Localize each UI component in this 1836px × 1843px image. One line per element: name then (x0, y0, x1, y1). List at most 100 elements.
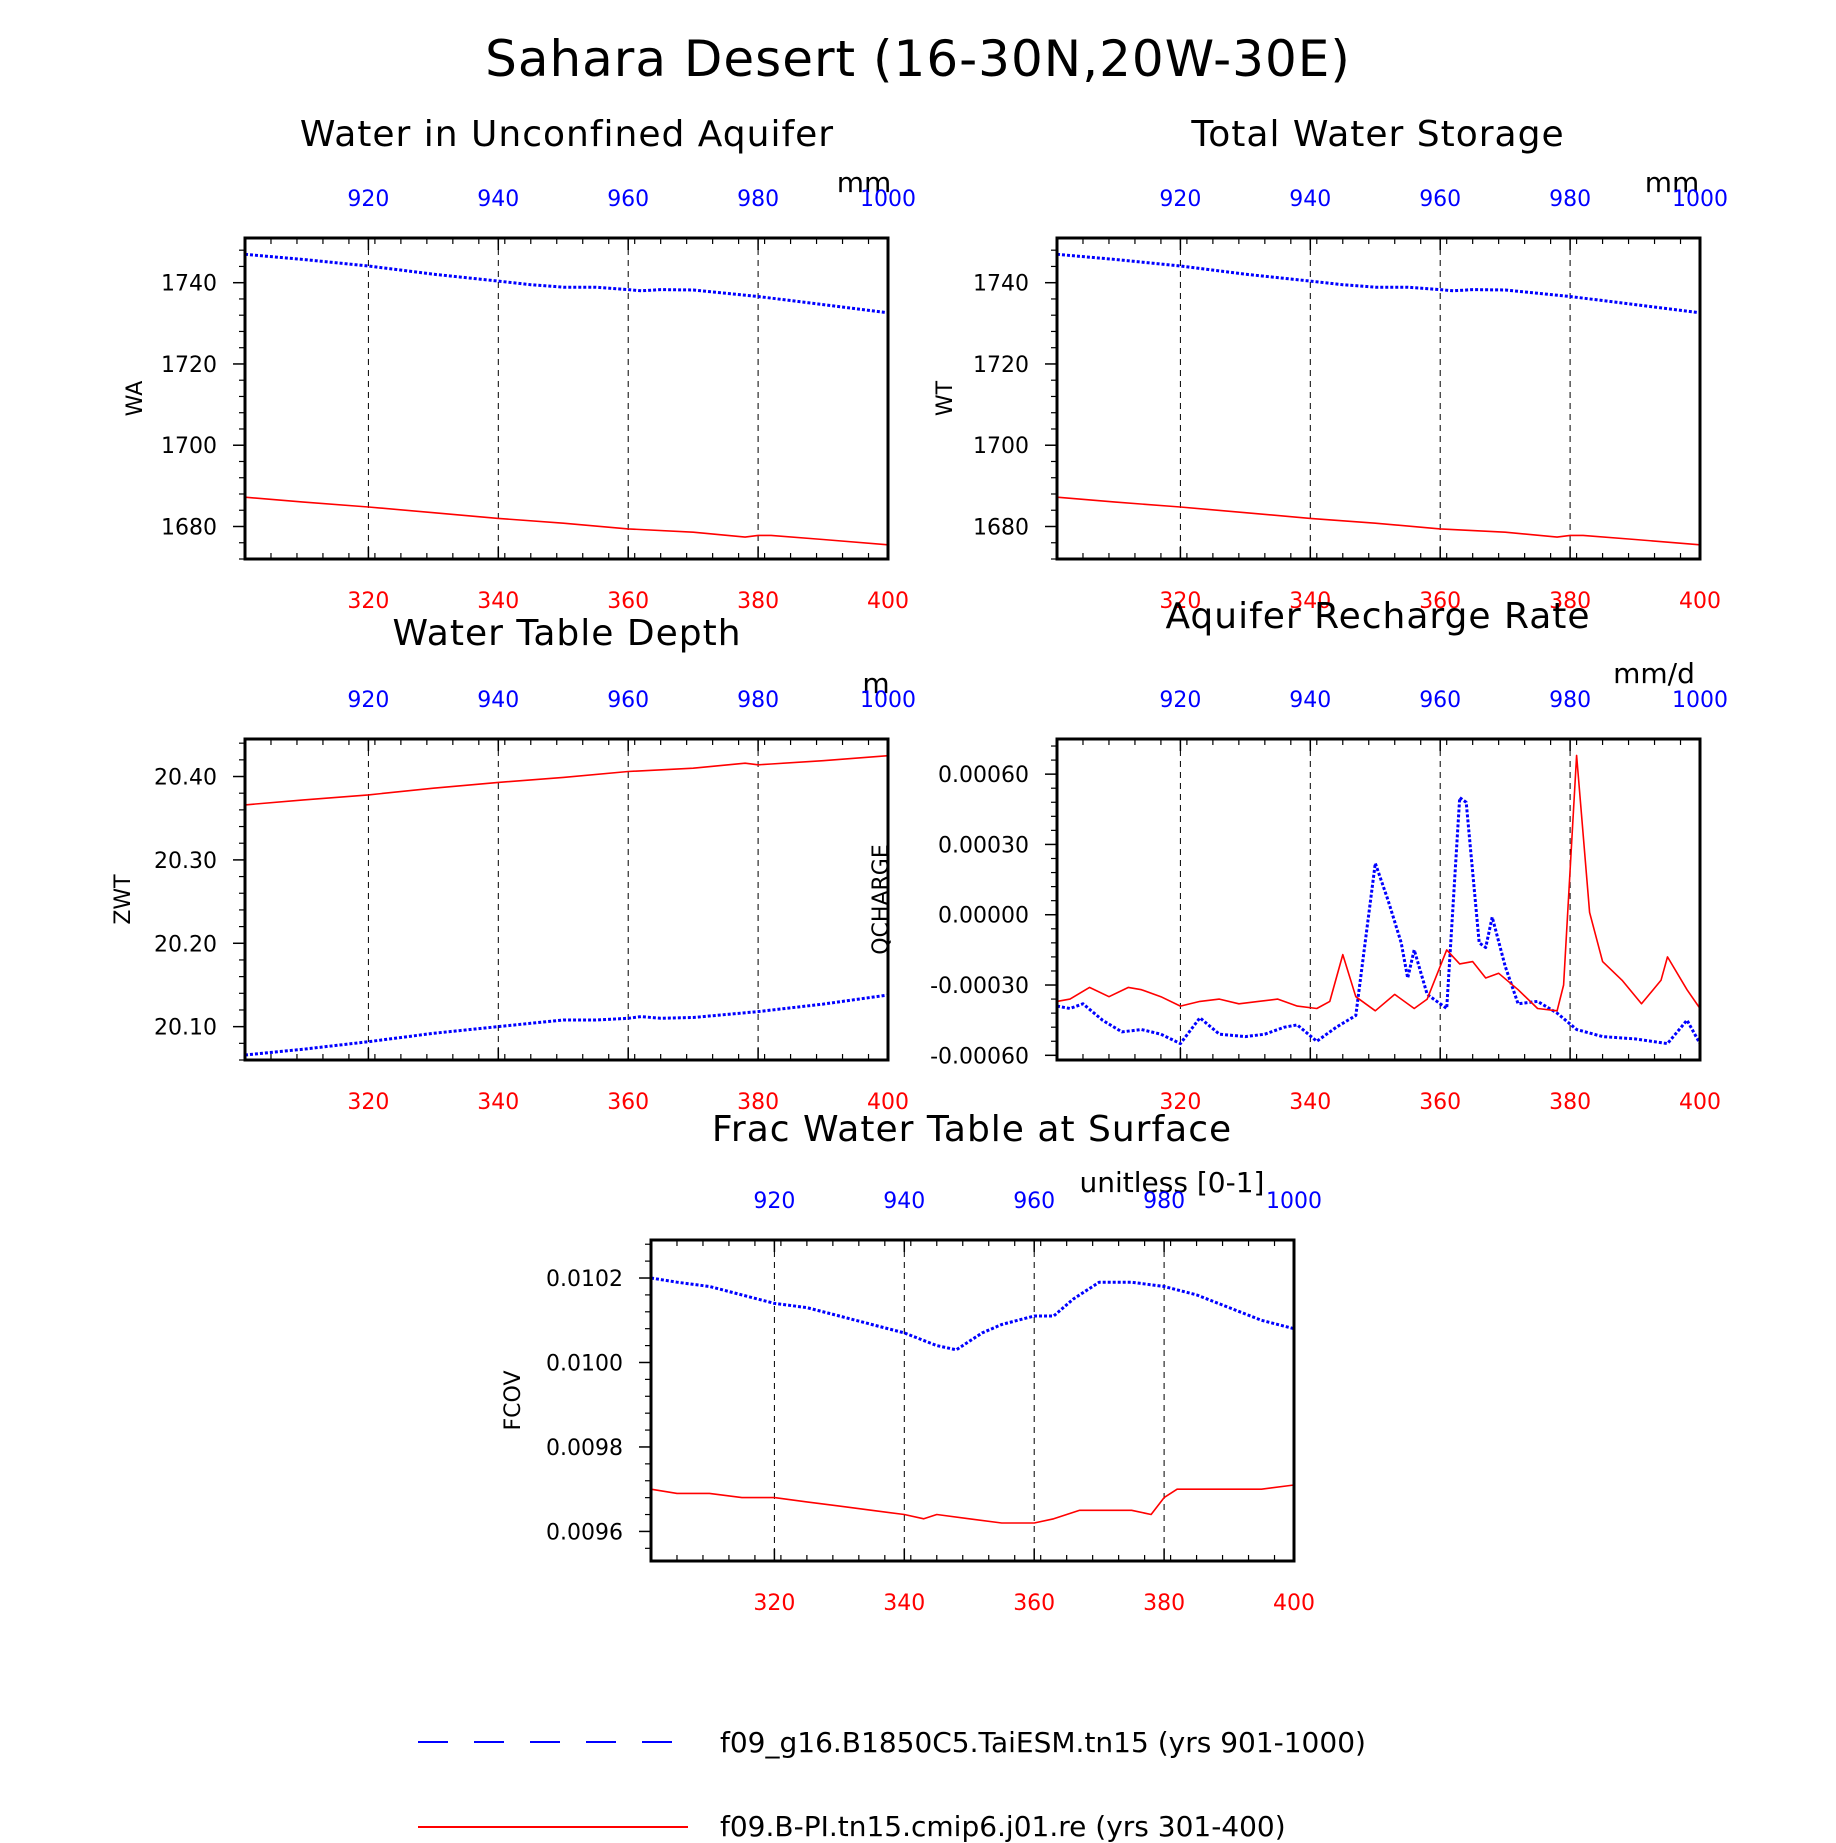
legend: f09_g16.B1850C5.TaiESM.tn15 (yrs 901-100… (418, 1726, 1366, 1843)
x-tick-label-bottom: 340 (1289, 589, 1331, 614)
x-tick-label-top: 920 (753, 1189, 795, 1214)
series-line-red (1056, 496, 1701, 546)
units-label: mm/d (1613, 657, 1695, 690)
x-tick-label-bottom: 400 (1679, 1090, 1721, 1115)
x-tick-label-top: 980 (1549, 688, 1591, 713)
x-tick-label-bottom: 380 (737, 1090, 779, 1115)
units-label: mm (1645, 166, 1700, 199)
y-tick-label: 0.00000 (938, 904, 1029, 929)
x-tick-label-bottom: 360 (1419, 1090, 1461, 1115)
x-tick-label-bottom: 360 (607, 589, 649, 614)
panel-title: Frac Water Table at Surface (712, 1109, 1232, 1150)
series-line-red (244, 754, 889, 806)
x-tick-label-top: 960 (607, 688, 649, 713)
x-tick-label-top: 980 (1549, 187, 1591, 212)
x-tick-label-bottom: 380 (737, 589, 779, 614)
y-tick-label: 0.00030 (938, 833, 1029, 858)
x-tick-label-bottom: 320 (1159, 589, 1201, 614)
x-tick-label-bottom: 340 (883, 1591, 925, 1616)
x-tick-label-top: 940 (477, 187, 519, 212)
legend-label-0: f09_g16.B1850C5.TaiESM.tn15 (yrs 901-100… (720, 1726, 1366, 1759)
x-tick-label-bottom: 320 (347, 1090, 389, 1115)
panel-3: Aquifer Recharge Rate mm/d QCHARGE 320 340 36… (869, 596, 1728, 1115)
x-tick-label-bottom: 380 (1549, 589, 1591, 614)
x-tick-label-top: 940 (477, 688, 519, 713)
x-tick-label-top: 920 (347, 688, 389, 713)
x-tick-label-bottom: 320 (347, 589, 389, 614)
units-label: m (862, 667, 889, 700)
x-tick-label-top: 980 (1143, 1189, 1185, 1214)
x-tick-label-top: 960 (607, 187, 649, 212)
panel-2: Water Table Depth m ZWT 320 340 360 380 400 920 9… (111, 613, 916, 1115)
x-tick-label-top: 960 (1013, 1189, 1055, 1214)
units-label: unitless [0-1] (1080, 1166, 1265, 1199)
x-tick-label-top: 980 (737, 688, 779, 713)
y-tick-label: 1680 (161, 515, 217, 540)
x-tick-label-top: 1000 (1266, 1189, 1322, 1214)
x-tick-label-top: 960 (1419, 187, 1461, 212)
x-tick-label-bottom: 400 (867, 1090, 909, 1115)
panel-title: Total Water Storage (1190, 114, 1564, 155)
x-tick-label-bottom: 360 (1419, 589, 1461, 614)
y-tick-label: 1700 (161, 434, 217, 459)
x-tick-label-top: 940 (883, 1189, 925, 1214)
series-line-blue (650, 1276, 1295, 1352)
x-tick-label-bottom: 400 (867, 589, 909, 614)
x-tick-label-top: 920 (1159, 187, 1201, 212)
plot-frame (243, 236, 890, 561)
x-tick-label-bottom: 400 (1273, 1591, 1315, 1616)
x-tick-label-top: 1000 (1672, 187, 1728, 212)
x-tick-label-bottom: 380 (1549, 1090, 1591, 1115)
y-tick-label: 1680 (973, 515, 1029, 540)
y-tick-label: 1720 (973, 353, 1029, 378)
y-tick-label: 0.0102 (546, 1267, 623, 1292)
y-tick-label: 20.30 (154, 849, 217, 874)
series-line-blue (1056, 252, 1701, 315)
y-axis-label: WT (933, 380, 958, 416)
series-line-red (1056, 754, 1701, 1012)
y-tick-label: 20.20 (154, 932, 217, 957)
panel-1: Total Water Storage mm WT 320 340 360 380 400 92… (933, 114, 1728, 614)
legend-label-1: f09.B-PI.tn15.cmip6.j01.re (yrs 301-400) (720, 1810, 1286, 1843)
y-tick-label: 1720 (161, 353, 217, 378)
x-tick-label-top: 940 (1289, 688, 1331, 713)
y-axis-label: ZWT (111, 874, 136, 925)
plot-frame (243, 737, 890, 1062)
y-tick-label: 0.0098 (546, 1436, 623, 1461)
y-axis-label: FCOV (501, 1371, 526, 1431)
y-tick-label: 20.40 (154, 766, 217, 791)
y-axis-label: QCHARGE (869, 844, 894, 955)
x-tick-label-top: 1000 (1672, 688, 1728, 713)
x-tick-label-bottom: 320 (753, 1591, 795, 1616)
y-axis-label: WA (123, 381, 148, 417)
x-tick-label-top: 960 (1419, 688, 1461, 713)
x-tick-label-bottom: 360 (1013, 1591, 1055, 1616)
plot-frame (1055, 737, 1702, 1062)
x-tick-label-bottom: 340 (477, 1090, 519, 1115)
x-tick-label-top: 940 (1289, 187, 1331, 212)
panel-title: Water in Unconfined Aquifer (300, 114, 834, 155)
x-tick-label-bottom: 380 (1143, 1591, 1185, 1616)
x-tick-label-bottom: 400 (1679, 589, 1721, 614)
series-line-blue (1056, 796, 1702, 1046)
y-tick-label: 0.0100 (546, 1351, 623, 1376)
series-line-blue (244, 993, 889, 1057)
panel-title: Aquifer Recharge Rate (1165, 596, 1590, 637)
x-tick-label-bottom: 340 (1289, 1090, 1331, 1115)
y-tick-label: 0.0096 (546, 1520, 623, 1545)
x-tick-label-top: 920 (1159, 688, 1201, 713)
x-tick-label-top: 980 (737, 187, 779, 212)
y-tick-label: -0.00060 (930, 1044, 1029, 1069)
units-label: mm (837, 166, 892, 199)
x-tick-label-bottom: 360 (607, 1090, 649, 1115)
x-tick-label-top: 1000 (860, 187, 916, 212)
y-tick-label: -0.00030 (930, 974, 1029, 999)
x-tick-label-bottom: 340 (477, 589, 519, 614)
x-tick-label-top: 1000 (860, 688, 916, 713)
y-tick-label: 20.10 (154, 1016, 217, 1041)
plot-frame (649, 1238, 1296, 1563)
y-tick-label: 1740 (973, 272, 1029, 297)
